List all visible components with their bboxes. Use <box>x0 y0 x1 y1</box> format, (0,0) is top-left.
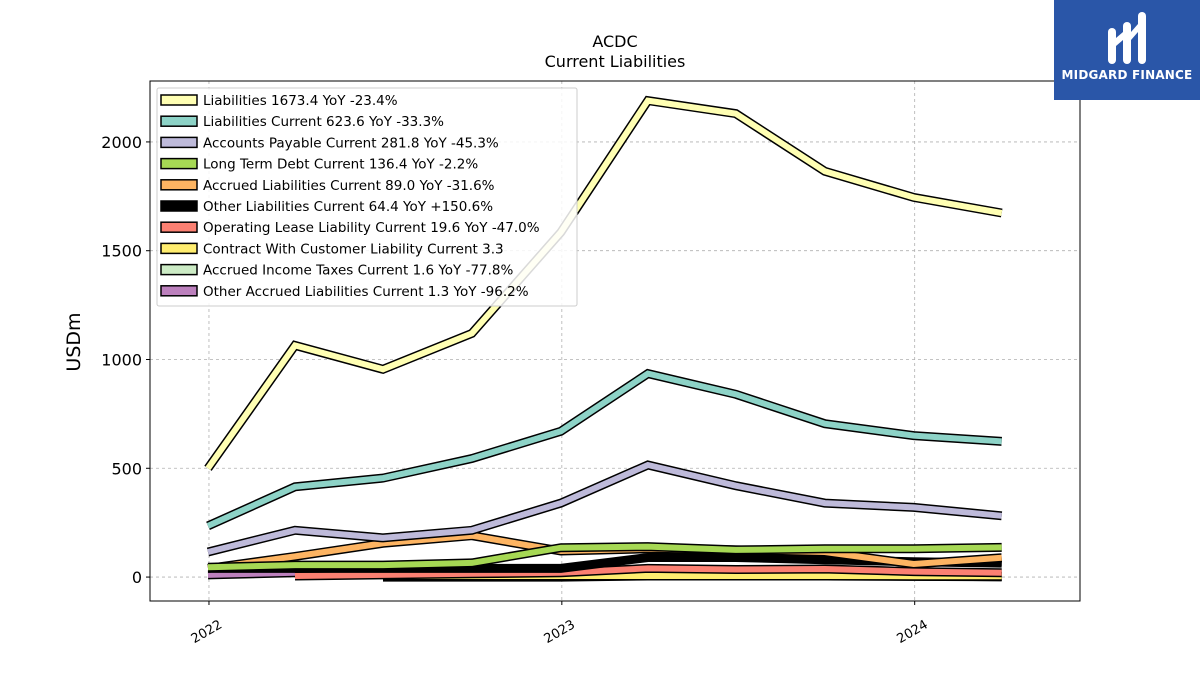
legend-box <box>156 87 578 307</box>
legend-label: Other Liabilities Current 64.4 YoY +150.… <box>203 199 493 215</box>
series-lines <box>204 95 1003 582</box>
series-line-3 <box>206 460 1003 557</box>
legend-label: Accounts Payable Current 281.8 YoY -45.3… <box>203 135 499 151</box>
series-line-1 <box>204 95 1003 471</box>
legend-swatch <box>160 221 198 233</box>
legend-label: Liabilities 1673.4 YoY -23.4% <box>203 93 398 109</box>
legend-swatch <box>160 115 198 127</box>
legend: Liabilities 1673.4 YoY -23.4% Liabilities… <box>156 87 578 307</box>
legend-label: Operating Lease Liability Current 19.6 Y… <box>203 220 540 236</box>
legend-item: Accrued Liabilities Current 89.0 YoY -31… <box>160 178 495 194</box>
series-line-4 <box>207 542 1002 572</box>
midgard-logo-icon <box>1108 12 1146 64</box>
series-stroke <box>205 97 1003 471</box>
y-tick-label: 1500 <box>101 242 142 261</box>
legend-swatch <box>160 200 198 212</box>
legend-item: Long Term Debt Current 136.4 YoY -2.2% <box>160 157 478 173</box>
axes-frame <box>149 80 1081 602</box>
y-axis-label: USDm <box>63 312 85 371</box>
legend-item: Liabilities Current 623.6 YoY -33.3% <box>160 114 444 130</box>
series-stroke <box>294 565 1002 579</box>
legend-swatch <box>160 157 198 170</box>
brand-logo-text: MIDGARD FINANCE <box>1061 68 1193 82</box>
legend-swatch <box>160 242 198 255</box>
x-tick-label: 2022 <box>189 617 225 647</box>
legend-item: Accrued Income Taxes Current 1.6 YoY -77… <box>160 263 514 279</box>
series-stroke <box>207 461 1002 555</box>
series-line-7 <box>294 563 1002 581</box>
series-stroke <box>206 370 1002 529</box>
legend-swatch <box>160 285 198 297</box>
legend-label: Accrued Income Taxes Current 1.6 YoY -77… <box>203 263 514 279</box>
y-tick-label: 500 <box>111 459 142 478</box>
y-tick-label: 0 <box>132 568 142 587</box>
legend-label: Long Term Debt Current 136.4 YoY -2.2% <box>203 157 478 173</box>
legend-swatch <box>160 263 198 276</box>
legend-item: Operating Lease Liability Current 19.6 Y… <box>160 220 540 236</box>
brand-logo: MIDGARD FINANCE <box>1054 0 1200 100</box>
chart-title-company: ACDC <box>592 32 638 51</box>
x-tick-label: 2024 <box>895 617 931 647</box>
legend-swatch <box>160 136 198 149</box>
series-line-2 <box>206 368 1002 531</box>
legend-swatch <box>160 94 198 106</box>
legend-item: Other Liabilities Current 64.4 YoY +150.… <box>160 199 493 215</box>
series-stroke <box>207 543 1002 571</box>
chart-title-subtitle: Current Liabilities <box>544 52 686 71</box>
y-tick-label: 1000 <box>101 350 142 369</box>
legend-label: Contract With Customer Liability Current… <box>203 241 504 257</box>
legend-label: Liabilities Current 623.6 YoY -33.3% <box>203 114 444 130</box>
y-tick-label: 2000 <box>101 133 142 152</box>
legend-label: Other Accrued Liabilities Current 1.3 Yo… <box>203 284 529 300</box>
legend-swatch <box>160 179 198 191</box>
legend-label: Accrued Liabilities Current 89.0 YoY -31… <box>203 178 495 194</box>
legend-item: Other Accrued Liabilities Current 1.3 Yo… <box>160 284 529 300</box>
legend-item: Accounts Payable Current 281.8 YoY -45.3… <box>160 135 499 151</box>
legend-item: Contract With Customer Liability Current… <box>160 241 504 257</box>
x-tick-label: 2023 <box>542 617 578 647</box>
legend-item: Liabilities 1673.4 YoY -23.4% <box>160 93 398 109</box>
